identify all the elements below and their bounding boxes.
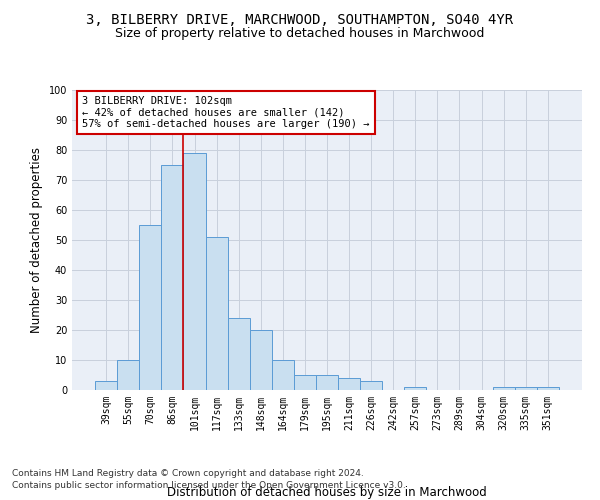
Text: Contains HM Land Registry data © Crown copyright and database right 2024.: Contains HM Land Registry data © Crown c… [12, 468, 364, 477]
Bar [250, 330, 272, 390]
Bar [537, 387, 559, 390]
Bar [360, 381, 382, 390]
Bar [227, 318, 250, 390]
Bar [338, 378, 360, 390]
Text: Size of property relative to detached houses in Marchwood: Size of property relative to detached ho… [115, 28, 485, 40]
Text: Contains public sector information licensed under the Open Government Licence v3: Contains public sector information licen… [12, 481, 406, 490]
Bar [316, 375, 338, 390]
Bar [294, 375, 316, 390]
Bar [404, 387, 427, 390]
Text: 3, BILBERRY DRIVE, MARCHWOOD, SOUTHAMPTON, SO40 4YR: 3, BILBERRY DRIVE, MARCHWOOD, SOUTHAMPTO… [86, 12, 514, 26]
X-axis label: Distribution of detached houses by size in Marchwood: Distribution of detached houses by size … [167, 486, 487, 498]
Bar [515, 387, 537, 390]
Bar [139, 225, 161, 390]
Bar [206, 237, 227, 390]
Bar [161, 165, 184, 390]
Bar [95, 381, 117, 390]
Bar [493, 387, 515, 390]
Y-axis label: Number of detached properties: Number of detached properties [30, 147, 43, 333]
Text: 3 BILBERRY DRIVE: 102sqm
← 42% of detached houses are smaller (142)
57% of semi-: 3 BILBERRY DRIVE: 102sqm ← 42% of detach… [82, 96, 370, 129]
Bar [184, 153, 206, 390]
Bar [272, 360, 294, 390]
Bar [117, 360, 139, 390]
